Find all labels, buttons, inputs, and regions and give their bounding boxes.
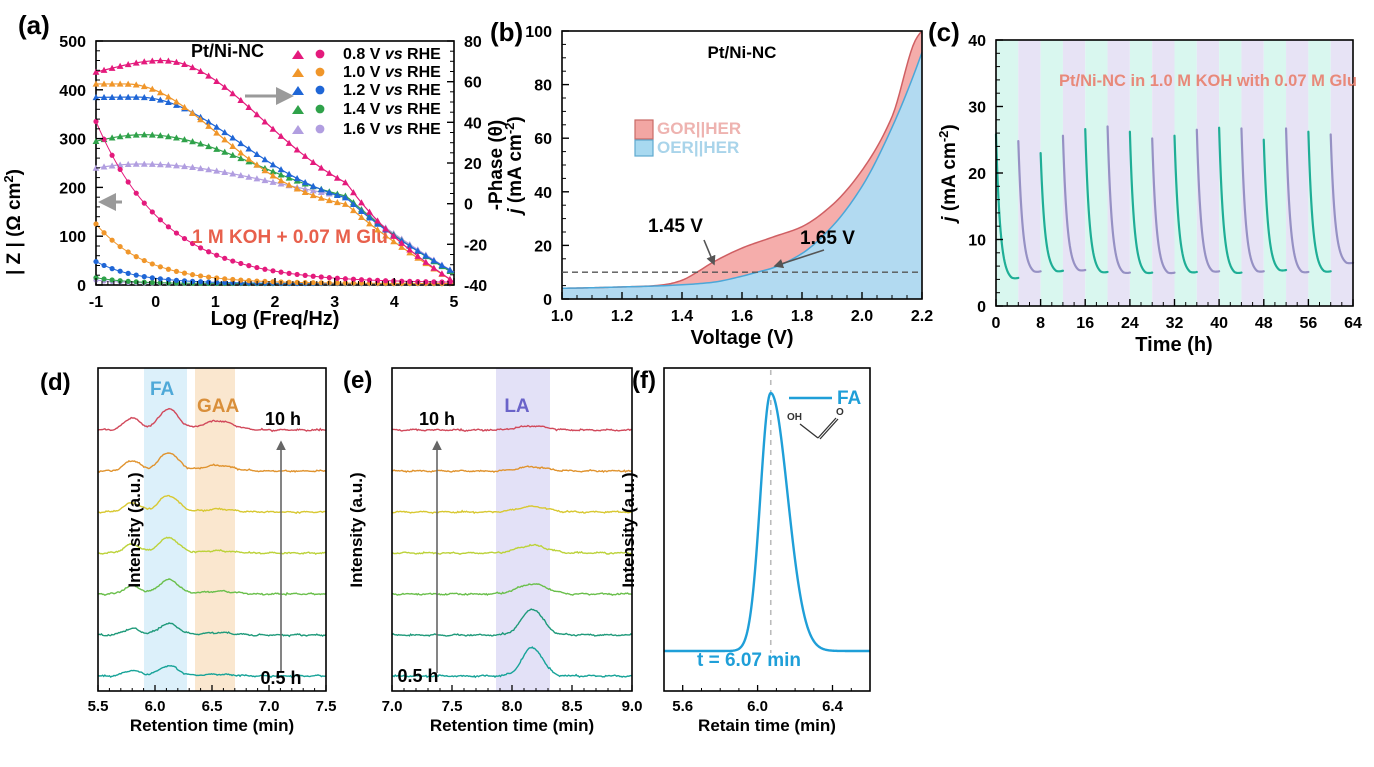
svg-text:80: 80	[534, 78, 552, 95]
svg-text:Log (Freq/Hz): Log (Freq/Hz)	[211, 308, 340, 330]
svg-text:9.0: 9.0	[622, 698, 643, 715]
svg-text:Pt/Ni-NC: Pt/Ni-NC	[191, 41, 264, 61]
svg-text:500: 500	[59, 34, 86, 51]
svg-text:1 M KOH + 0.07 M Glu: 1 M KOH + 0.07 M Glu	[192, 227, 388, 248]
svg-text:32: 32	[1166, 315, 1184, 332]
svg-text:6.5: 6.5	[202, 698, 223, 715]
svg-text:GAA: GAA	[197, 396, 240, 417]
svg-text:300: 300	[59, 132, 86, 149]
svg-text:30: 30	[968, 100, 986, 117]
svg-text:2.0: 2.0	[851, 308, 873, 325]
svg-text:48: 48	[1255, 315, 1273, 332]
svg-text:8.5: 8.5	[562, 698, 583, 715]
svg-text:1.0 V vs RHE: 1.0 V vs RHE	[343, 64, 441, 81]
svg-text:4: 4	[390, 294, 399, 311]
svg-text:40: 40	[534, 185, 552, 202]
svg-text:1.2: 1.2	[611, 308, 633, 325]
svg-text:Voltage (V): Voltage (V)	[691, 327, 794, 349]
svg-text:t = 6.07 min: t = 6.07 min	[697, 650, 801, 671]
svg-text:1.4 V vs RHE: 1.4 V vs RHE	[343, 101, 441, 118]
svg-text:20: 20	[534, 238, 552, 255]
svg-text:200: 200	[59, 180, 86, 197]
svg-text:-1: -1	[89, 294, 103, 311]
svg-text:2.2: 2.2	[911, 308, 933, 325]
svg-text:24: 24	[1121, 315, 1139, 332]
svg-text:80: 80	[464, 34, 482, 51]
svg-text:40: 40	[464, 115, 482, 132]
svg-text:0.5 h: 0.5 h	[260, 668, 301, 688]
svg-text:60: 60	[464, 75, 482, 92]
svg-text:8.0: 8.0	[502, 698, 523, 715]
svg-text:7.5: 7.5	[442, 698, 463, 715]
svg-text:40: 40	[968, 33, 986, 50]
svg-text:1.0: 1.0	[551, 308, 573, 325]
svg-text:100: 100	[525, 24, 552, 41]
svg-text:0: 0	[464, 197, 473, 214]
svg-text:| Z | (Ω cm2): | Z | (Ω cm2)	[1, 169, 25, 275]
svg-text:5.6: 5.6	[672, 698, 693, 715]
svg-text:Intensity (a.u.): Intensity (a.u.)	[125, 472, 144, 587]
svg-text:-20: -20	[464, 237, 487, 254]
svg-text:40: 40	[1210, 315, 1228, 332]
svg-text:Intensity (a.u.): Intensity (a.u.)	[619, 472, 638, 587]
svg-text:100: 100	[59, 229, 86, 246]
svg-text:5: 5	[450, 294, 459, 311]
svg-text:(f): (f)	[632, 367, 656, 394]
svg-text:-40: -40	[464, 278, 487, 295]
svg-text:(a): (a)	[18, 10, 50, 40]
svg-text:Retain time (min): Retain time (min)	[698, 716, 836, 735]
svg-text:0: 0	[151, 294, 160, 311]
svg-text:(e): (e)	[343, 367, 372, 394]
svg-text:Intensity (a.u.): Intensity (a.u.)	[347, 472, 366, 587]
svg-text:10 h: 10 h	[419, 409, 455, 429]
svg-text:Retention time (min): Retention time (min)	[430, 716, 594, 735]
svg-text:16: 16	[1076, 315, 1094, 332]
svg-text:64: 64	[1344, 315, 1362, 332]
svg-text:Retention time (min): Retention time (min)	[130, 716, 294, 735]
svg-text:(b): (b)	[490, 17, 523, 47]
svg-text:6.0: 6.0	[747, 698, 768, 715]
svg-text:1.8: 1.8	[791, 308, 813, 325]
svg-text:7.0: 7.0	[382, 698, 403, 715]
svg-text:Pt/Ni-NC in 1.0 M KOH with 0.0: Pt/Ni-NC in 1.0 M KOH with 0.07 M Glu	[1059, 72, 1357, 90]
svg-text:1.6 V vs RHE: 1.6 V vs RHE	[343, 121, 441, 138]
svg-text:20: 20	[968, 166, 986, 183]
svg-text:7.0: 7.0	[259, 698, 280, 715]
svg-text:0: 0	[992, 315, 1001, 332]
svg-text:7.5: 7.5	[316, 698, 337, 715]
svg-text:5.5: 5.5	[88, 698, 109, 715]
svg-text:60: 60	[534, 131, 552, 148]
svg-text:400: 400	[59, 83, 86, 100]
svg-text:20: 20	[464, 156, 482, 173]
svg-text:OH: OH	[787, 412, 802, 423]
svg-text:FA: FA	[837, 388, 862, 409]
svg-text:Time (h): Time (h)	[1135, 334, 1212, 356]
svg-text:1.4: 1.4	[671, 308, 693, 325]
svg-text:1.2 V vs RHE: 1.2 V vs RHE	[343, 82, 441, 99]
svg-text:10 h: 10 h	[265, 409, 301, 429]
svg-text:Pt/Ni-NC: Pt/Ni-NC	[708, 43, 777, 62]
svg-text:FA: FA	[150, 379, 175, 400]
svg-text:1.65 V: 1.65 V	[800, 228, 855, 249]
svg-text:0: 0	[543, 292, 552, 309]
svg-text:1.6: 1.6	[731, 308, 753, 325]
svg-text:(d): (d)	[40, 369, 71, 396]
svg-text:8: 8	[1036, 315, 1045, 332]
svg-text:6.4: 6.4	[822, 698, 844, 715]
svg-text:6.0: 6.0	[145, 698, 166, 715]
svg-text:1.45 V: 1.45 V	[648, 216, 703, 237]
svg-text:56: 56	[1300, 315, 1318, 332]
svg-text:(c): (c)	[928, 17, 960, 47]
svg-text:LA: LA	[504, 396, 530, 417]
svg-text:0.5 h: 0.5 h	[397, 666, 438, 686]
svg-text:0: 0	[977, 299, 986, 316]
svg-text:10: 10	[968, 233, 986, 250]
svg-text:GOR||HER: GOR||HER	[657, 119, 741, 138]
svg-text:0.8 V vs RHE: 0.8 V vs RHE	[343, 46, 441, 63]
svg-text:0: 0	[77, 278, 86, 295]
svg-text:OER||HER: OER||HER	[657, 138, 739, 157]
